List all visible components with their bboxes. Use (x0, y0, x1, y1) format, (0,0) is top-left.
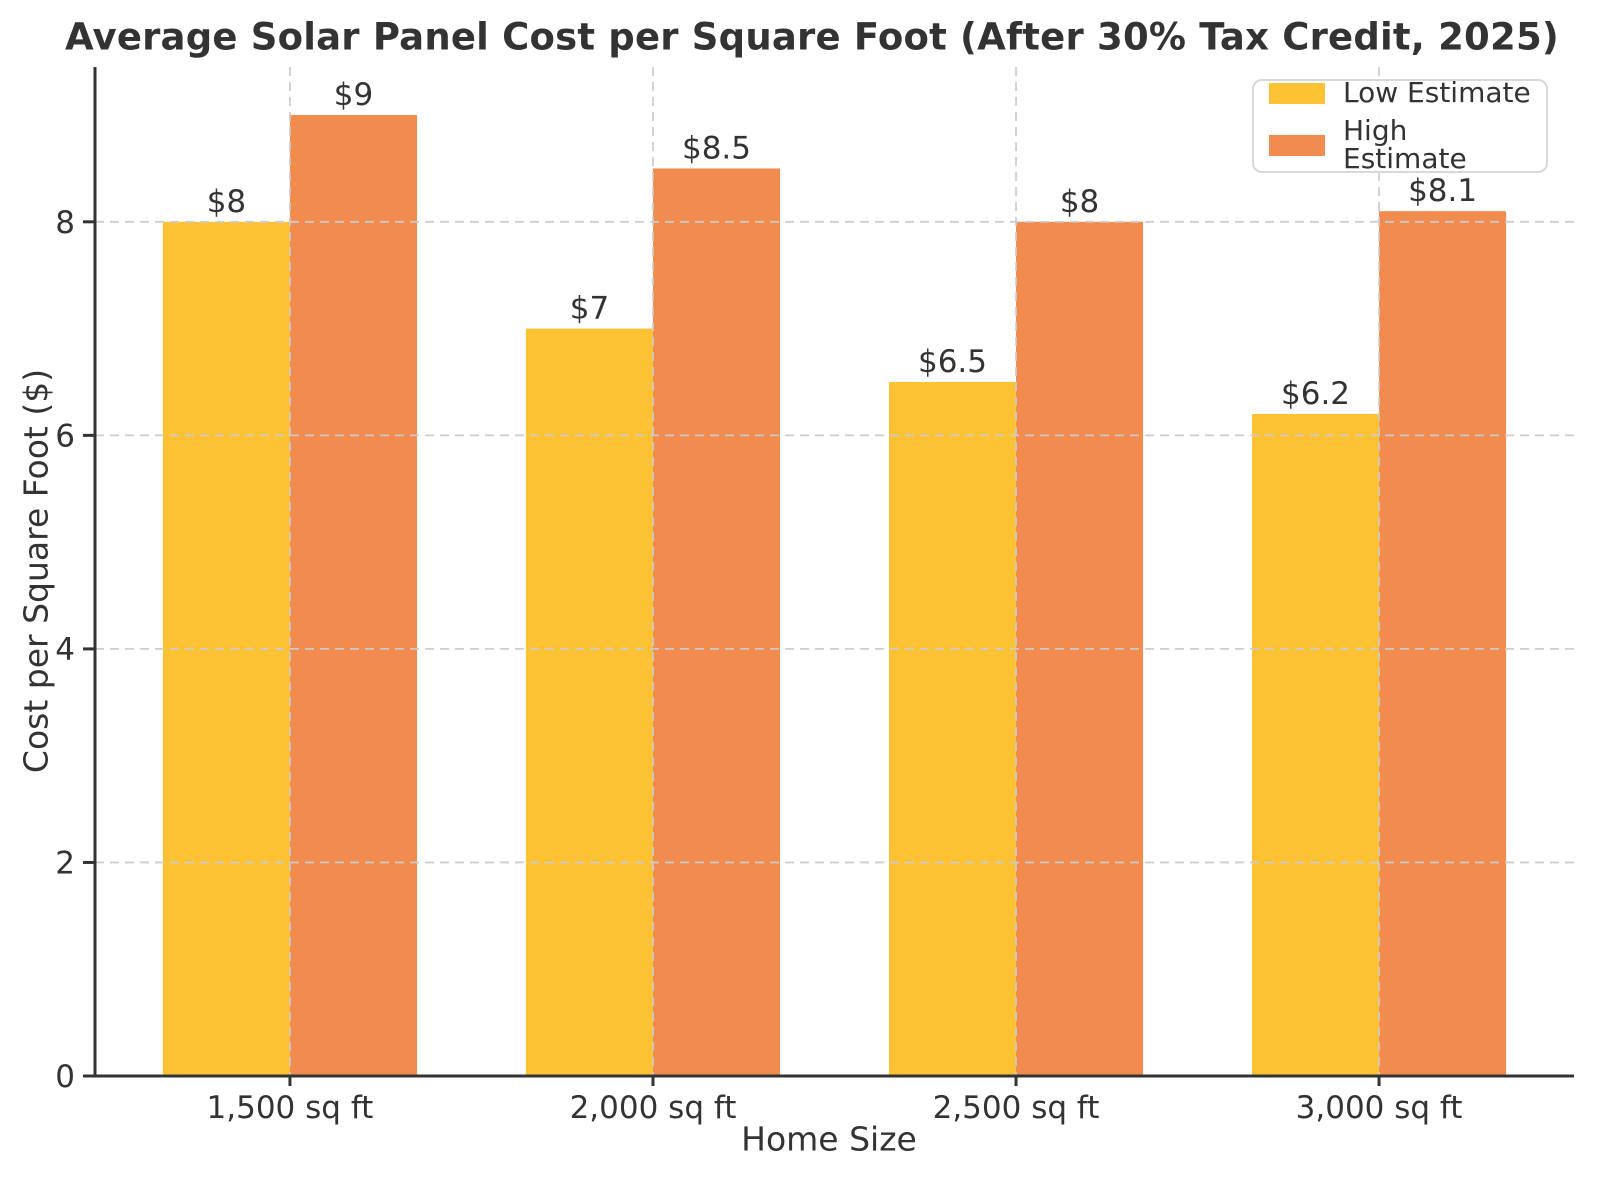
y-tick-label-6: 6 (55, 418, 75, 454)
bar-label-high-estimate-2: $8.5 (682, 130, 751, 166)
y-tick-label-8: 8 (55, 205, 75, 241)
legend-label-low-estimate: Low Estimate (1343, 76, 1531, 109)
bar-label-low-estimate-1: $8 (207, 184, 246, 220)
legend-item-high-estimate: High Estimate (1269, 117, 1531, 173)
legend-swatch-low-estimate (1269, 82, 1325, 104)
bar-low-estimate-4 (1251, 414, 1380, 1076)
x-tick-label-4: 3,000 sq ft (1296, 1090, 1463, 1126)
bar-low-estimate-3 (888, 381, 1017, 1076)
bar-label-high-estimate-1: $9 (334, 77, 373, 113)
legend-swatch-high-estimate (1269, 134, 1325, 156)
legend: Low Estimate High Estimate (1252, 79, 1548, 173)
bar-label-high-estimate-4: $8.1 (1408, 173, 1477, 209)
bar-label-low-estimate-4: $6.2 (1281, 376, 1350, 412)
x-axis-label: Home Size (741, 1119, 917, 1159)
x-tick-label-2: 2,000 sq ft (570, 1090, 737, 1126)
chart-title: Average Solar Panel Cost per Square Foot… (64, 15, 1560, 59)
bar-label-high-estimate-3: $8 (1060, 184, 1099, 220)
legend-label-high-estimate: High Estimate (1343, 114, 1467, 175)
bar-low-estimate-2 (525, 328, 653, 1076)
y-tick-label-4: 4 (55, 632, 75, 668)
y-tick-label-0: 0 (55, 1059, 75, 1095)
y-axis-label: Cost per Square Foot ($) (16, 368, 56, 774)
bar-label-low-estimate-3: $6.5 (918, 344, 987, 380)
legend-item-low-estimate: Low Estimate (1269, 79, 1531, 107)
bar-low-estimate-1 (162, 221, 290, 1077)
bar-high-estimate-4 (1379, 211, 1507, 1077)
x-tick-label-1: 1,500 sq ft (207, 1090, 374, 1126)
bar-label-low-estimate-2: $7 (570, 291, 609, 327)
x-tick-label-3: 2,500 sq ft (933, 1090, 1100, 1126)
bar-high-estimate-3 (1016, 221, 1144, 1077)
bar-high-estimate-1 (289, 115, 418, 1077)
y-tick-label-2: 2 (55, 845, 75, 881)
bar-high-estimate-2 (652, 168, 781, 1077)
